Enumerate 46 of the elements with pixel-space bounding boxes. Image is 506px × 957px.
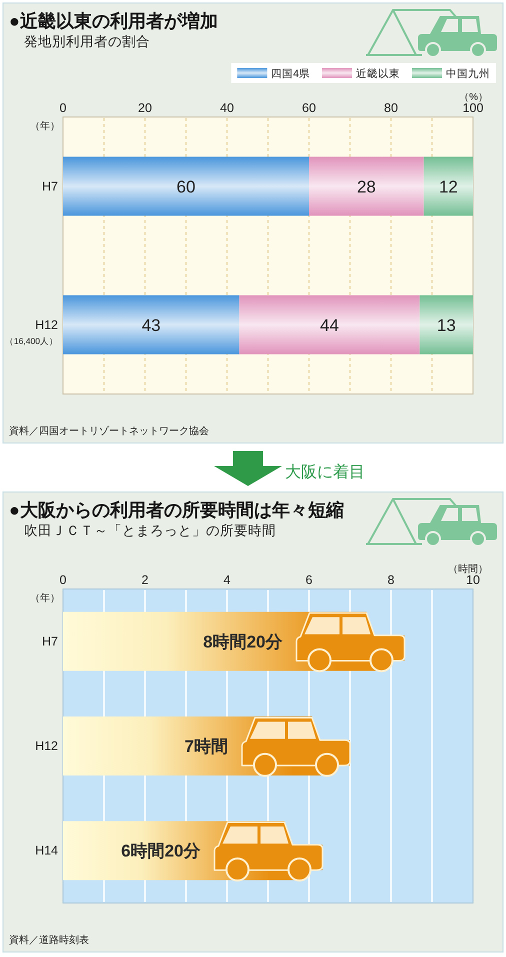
- chart-subtitle: 発地別利用者の割合: [24, 34, 150, 49]
- bar: [63, 295, 240, 354]
- x-tick-label: 0: [60, 573, 67, 587]
- x-tick-label: 100: [462, 101, 484, 115]
- x-tick-label: 80: [384, 101, 398, 115]
- y-axis-title: （年）: [30, 120, 60, 132]
- chart-title: ●大阪からの利用者の所要時間は年々短縮: [9, 500, 344, 520]
- x-tick-label: 4: [224, 573, 231, 587]
- x-tick-label: 0: [60, 101, 67, 115]
- text: 資料／道路時刻表: [9, 934, 89, 946]
- data-label: 6時間20分: [121, 842, 202, 861]
- data-label: 60: [176, 177, 196, 196]
- data-label: 13: [436, 316, 456, 335]
- data-label: 44: [320, 316, 339, 335]
- y-tick-label: H12 （16,400人）: [4, 318, 58, 346]
- y-tick-label: H7: [42, 634, 58, 648]
- text: 大阪に着目: [285, 463, 365, 481]
- x-tick-label: 8: [388, 573, 395, 587]
- y-tick-label: H7: [42, 179, 58, 194]
- x-tick-label: 40: [220, 101, 234, 115]
- text: 資料／四国オートリゾートネットワーク協会: [9, 425, 209, 437]
- x-axis-title: （時間）: [448, 563, 488, 575]
- chart-subtitle: 吹田ＪＣＴ～「とまろっと」の所要時間: [24, 523, 276, 538]
- data-label: 12: [438, 177, 458, 196]
- bar: [239, 295, 420, 354]
- x-axis-title: （%）: [459, 92, 488, 103]
- bar: [424, 156, 473, 216]
- x-tick-label: 2: [142, 573, 149, 587]
- legend-label: 四国4県: [271, 68, 310, 80]
- data-label: 8時間20分: [203, 632, 284, 652]
- x-tick-label: 20: [138, 101, 152, 115]
- bar: [63, 156, 309, 216]
- bar: [420, 295, 473, 354]
- y-tick-label: H12: [35, 739, 58, 753]
- legend-label: 中国九州: [446, 67, 490, 80]
- x-tick-label: 10: [466, 573, 480, 587]
- data-label: 43: [142, 316, 161, 335]
- x-tick-label: 60: [302, 101, 316, 115]
- y-tick-label: H14: [35, 844, 58, 858]
- data-label: 28: [356, 177, 376, 196]
- bar: [309, 156, 424, 216]
- y-axis-title: （年）: [30, 592, 60, 604]
- legend-label: 近畿以東: [356, 67, 400, 80]
- x-tick-label: 6: [306, 573, 313, 587]
- data-label: 7時間: [184, 737, 228, 756]
- chart-title: ●近畿以東の利用者が増加: [9, 10, 218, 31]
